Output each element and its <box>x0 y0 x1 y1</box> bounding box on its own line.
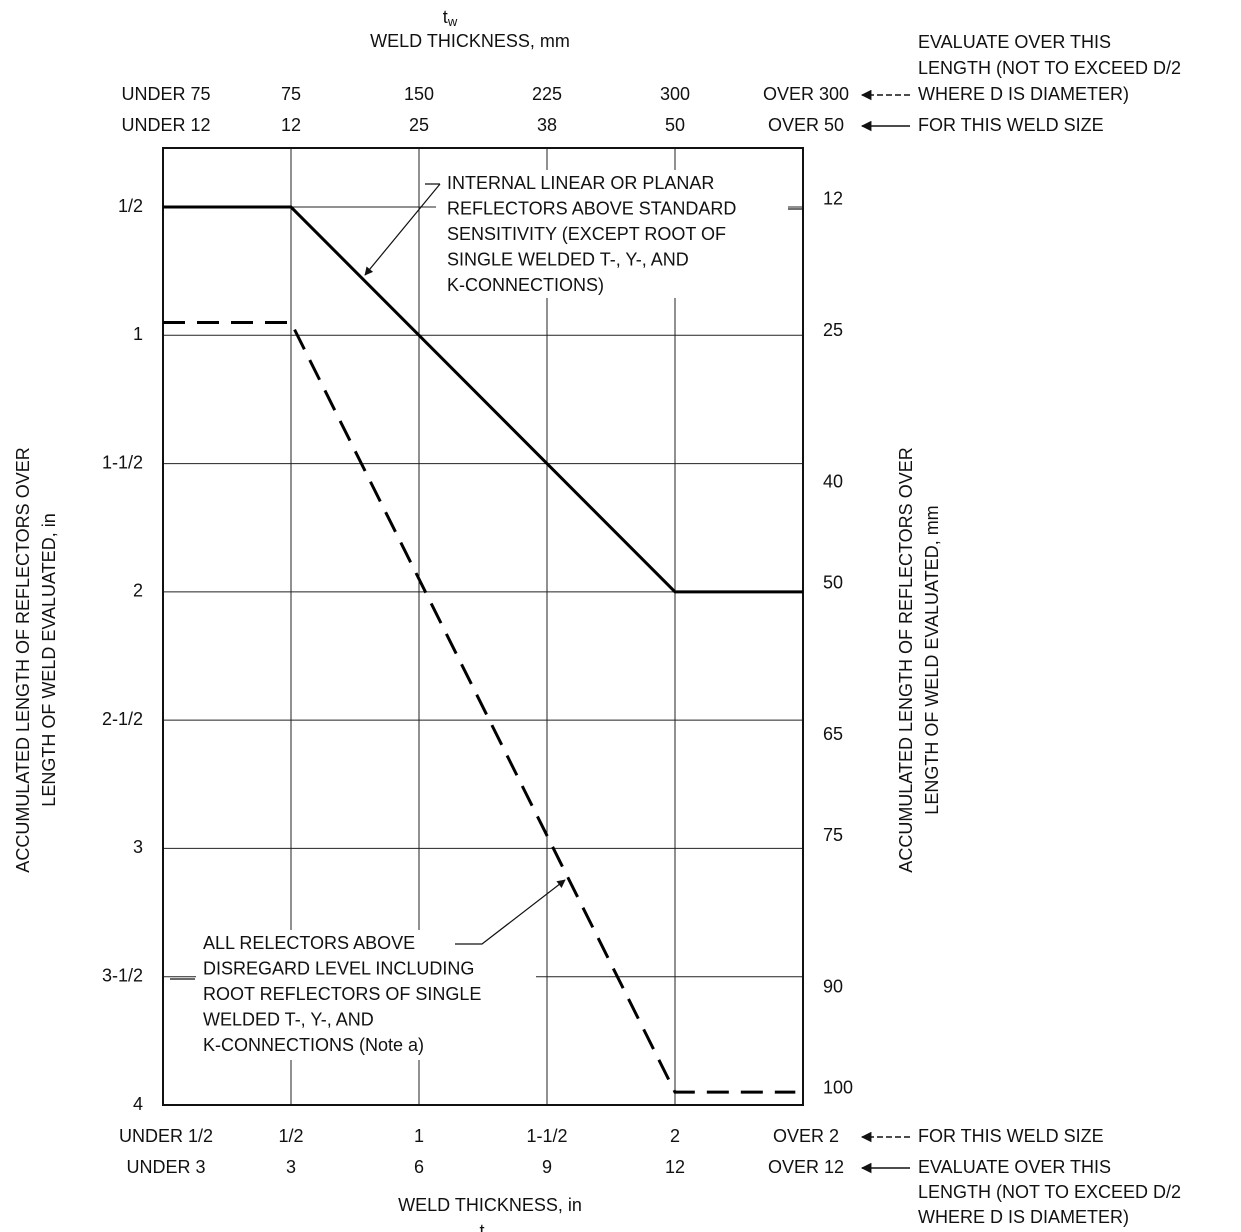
x-title: WELD THICKNESS, in <box>398 1195 582 1215</box>
x-tick-label: 1-1/2 <box>526 1126 567 1146</box>
y-tick-label: 2 <box>133 581 143 601</box>
axis-row-label: 12 <box>665 1157 685 1177</box>
y2-tick-label: 100 <box>823 1078 853 1098</box>
row-note: LENGTH (NOT TO EXCEED D/2 <box>918 58 1181 78</box>
annotation: K-CONNECTIONS (Note a) <box>203 1035 424 1055</box>
y2-tick-label: 40 <box>823 472 843 492</box>
axis-row-label: OVER 50 <box>768 115 844 135</box>
y2-title: LENGTH OF WELD EVALUATED, mm <box>922 505 942 814</box>
leader-arrow <box>365 183 441 275</box>
x-tick-label: 1/2 <box>278 1126 303 1146</box>
y-tick-label: 1/2 <box>118 196 143 216</box>
axis-row-label: 150 <box>404 84 434 104</box>
y2-title: ACCUMULATED LENGTH OF REFLECTORS OVER <box>896 447 916 872</box>
axis-row-label: 38 <box>537 115 557 135</box>
annotation: SENSITIVITY (EXCEPT ROOT OF <box>447 224 726 244</box>
y2-tick-label: 50 <box>823 573 843 593</box>
y2-tick-label: 90 <box>823 977 843 997</box>
y-title: ACCUMULATED LENGTH OF REFLECTORS OVER <box>13 447 33 872</box>
y-tick-label: 1-1/2 <box>102 452 143 472</box>
line-series <box>163 320 796 1094</box>
y-tick-label: 3-1/2 <box>102 965 143 985</box>
annotation: ROOT REFLECTORS OF SINGLE <box>203 984 481 1004</box>
y-tick-label: 4 <box>133 1094 143 1114</box>
row-note: EVALUATE OVER THIS <box>918 1157 1111 1177</box>
row-note: LENGTH (NOT TO EXCEED D/2 <box>918 1182 1181 1202</box>
x2-symbol: tw <box>443 7 458 30</box>
axis-row-label: UNDER 3 <box>126 1157 205 1177</box>
axis-row-label: 300 <box>660 84 690 104</box>
x-note: FOR THIS WELD SIZE <box>918 1126 1104 1146</box>
axis-row-label: 9 <box>542 1157 552 1177</box>
plot-frame <box>162 147 804 1106</box>
x-symbol: t <box>479 1221 484 1232</box>
axis-row-label: OVER 300 <box>763 84 849 104</box>
axis-row-label: 25 <box>409 115 429 135</box>
annotation-backdrop <box>436 170 788 298</box>
axis-row-label: 6 <box>414 1157 424 1177</box>
row-note: EVALUATE OVER THIS <box>918 32 1111 52</box>
y-tick-label: 3 <box>133 837 143 857</box>
y2-tick-label: 25 <box>823 320 843 340</box>
x-tick-label: 2 <box>670 1126 680 1146</box>
axis-row-label: UNDER 12 <box>121 115 210 135</box>
axis-row-label: 12 <box>281 115 301 135</box>
annotation: K-CONNECTIONS) <box>447 275 604 295</box>
axis-row-label: OVER 12 <box>768 1157 844 1177</box>
y-tick-label: 1 <box>133 324 143 344</box>
y2-tick-label: 65 <box>823 724 843 744</box>
y2-tick-label: 12 <box>823 189 843 209</box>
annotation: REFLECTORS ABOVE STANDARD <box>447 198 736 218</box>
leader-arrow <box>455 879 566 945</box>
x-under-label: UNDER 1/2 <box>119 1126 213 1146</box>
y2-tick-label: 75 <box>823 825 843 845</box>
line-series <box>163 205 803 594</box>
axis-row-label: 50 <box>665 115 685 135</box>
annotation: WELDED T-, Y-, AND <box>203 1009 374 1029</box>
x-tick-label: 1 <box>414 1126 424 1146</box>
axis-row-label: 75 <box>281 84 301 104</box>
row-note: WHERE D IS DIAMETER) <box>918 84 1129 104</box>
annotation-backdrop <box>196 930 536 1060</box>
annotation: INTERNAL LINEAR OR PLANAR <box>447 173 714 193</box>
annotation: ALL RELECTORS ABOVE <box>203 933 415 953</box>
y-title: LENGTH OF WELD EVALUATED, in <box>39 513 59 806</box>
axis-row-label: 225 <box>532 84 562 104</box>
x-over-label: OVER 2 <box>773 1126 839 1146</box>
annotation: DISREGARD LEVEL INCLUDING <box>203 958 474 978</box>
x2-title: WELD THICKNESS, mm <box>370 31 570 51</box>
y-tick-label: 2-1/2 <box>102 709 143 729</box>
row-note: FOR THIS WELD SIZE <box>918 115 1104 135</box>
row-note: WHERE D IS DIAMETER) <box>918 1207 1129 1227</box>
axis-row-label: 3 <box>286 1157 296 1177</box>
axis-row-label: UNDER 75 <box>121 84 210 104</box>
annotation: SINGLE WELDED T-, Y-, AND <box>447 249 689 269</box>
